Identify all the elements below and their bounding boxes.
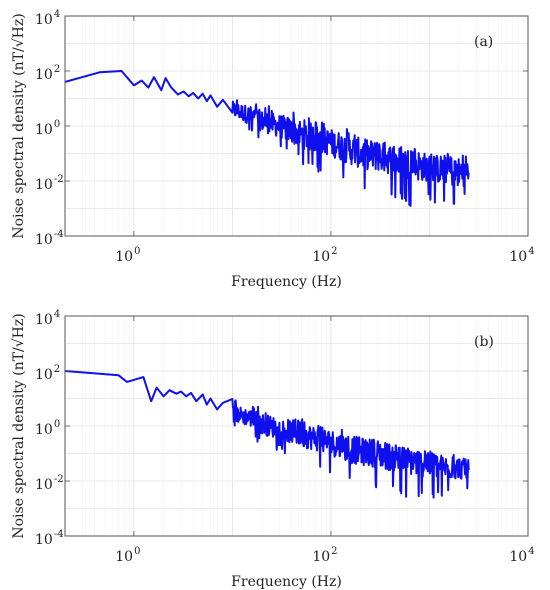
y-tick-label: 10-2 [35,474,64,493]
y-tick-label: 10-4 [35,229,64,248]
y-tick-label: 10-4 [35,529,64,548]
y-tick-label: 102 [35,64,60,83]
panel-label: (b) [474,334,494,350]
y-axis-label: Noise spectral density (nT/√Hz) [11,13,27,238]
spectral-density-line [65,370,470,499]
y-tick-label: 10-2 [35,174,64,193]
x-tick-label: 102 [312,546,337,565]
x-axis-label: Frequency (Hz) [231,274,342,290]
chart-panel-a: 100 102 104 10-4 10-2 100 102 104 Frequency (Hz)… [11,9,535,290]
grid [65,316,528,536]
x-axis-label: Frequency (Hz) [231,574,342,590]
grid [65,16,528,236]
y-tick-label: 100 [35,419,60,438]
y-tick-label: 102 [35,364,60,383]
y-axis-label: Noise spectral density (nT/√Hz) [11,313,27,538]
x-tick-label: 104 [509,546,534,565]
x-tick-label: 104 [509,246,534,265]
y-tick-label: 100 [35,119,60,138]
y-tick-label: 104 [35,9,60,28]
x-tick-label: 100 [115,246,140,265]
y-tick-label: 104 [35,309,60,328]
panel-label: (a) [474,34,493,50]
chart-panel-b: 100 102 104 10-4 10-2 100 102 104 Frequency (Hz)… [11,309,535,590]
spectral-density-line [65,70,470,207]
x-tick-label: 100 [115,546,140,565]
x-tick-label: 102 [312,246,337,265]
